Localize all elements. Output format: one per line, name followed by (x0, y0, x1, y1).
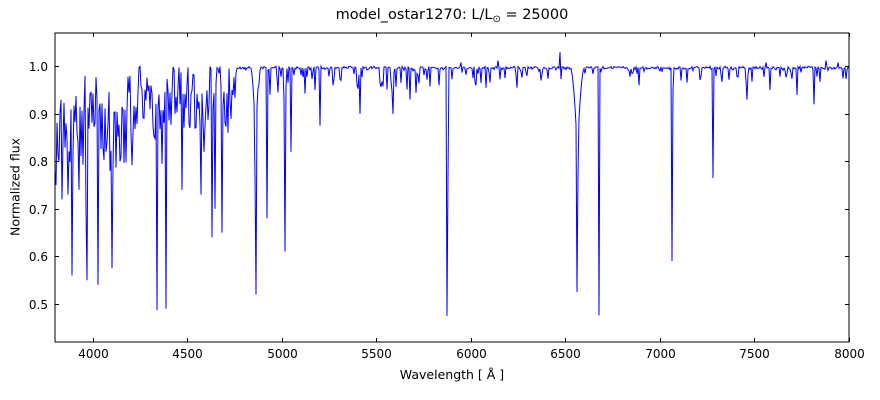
x-tick-label: 4000 (78, 347, 109, 361)
chart-title-value: = 25000 (500, 7, 569, 23)
sun-symbol: ⊙ (492, 14, 501, 25)
y-tick-label: 0.5 (29, 298, 48, 312)
x-tick-label: 6000 (456, 347, 487, 361)
x-tick-label: 7000 (645, 347, 676, 361)
x-tick-label: 8000 (834, 347, 865, 361)
spectrum-line (54, 51, 850, 316)
x-tick-label: 5000 (267, 347, 298, 361)
y-tick-label: 1.0 (29, 60, 48, 74)
x-tick-label: 7500 (739, 347, 770, 361)
y-tick-label: 0.8 (29, 155, 48, 169)
x-axis-label: Wavelength [ Å ] (399, 367, 505, 382)
x-tick-label: 6500 (550, 347, 581, 361)
chart-title-main: model_ostar1270: L/L (335, 7, 493, 23)
y-tick-label: 0.6 (29, 250, 48, 264)
axis-tick-labels: 4000 4500 5000 5500 6000 6500 7000 7500 8000 0.5 0… (29, 60, 865, 361)
x-tick-label: 4500 (172, 347, 203, 361)
x-tick-label: 5500 (361, 347, 392, 361)
plot-frame (54, 32, 850, 343)
y-tick-label: 0.9 (29, 108, 48, 122)
y-tick-label: 0.7 (29, 203, 48, 217)
chart-title: model_ostar1270: L/L⊙ = 25000 (336, 7, 569, 25)
y-axis-label: Normalized flux (7, 137, 23, 237)
